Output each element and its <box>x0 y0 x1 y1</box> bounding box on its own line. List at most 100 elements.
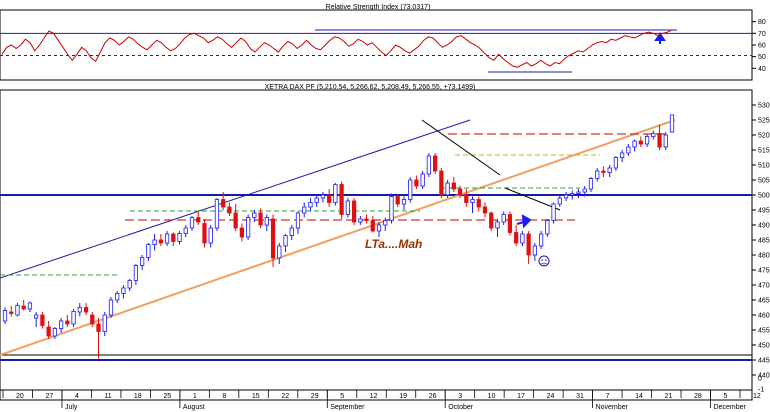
x-tick-label: 10 <box>488 393 496 400</box>
price-tick-label: 4700 <box>758 283 770 290</box>
candle-body <box>146 244 151 258</box>
candle-body <box>570 193 575 196</box>
candle-body <box>177 232 182 242</box>
candle-body <box>408 179 413 200</box>
candle-body <box>252 212 257 218</box>
candle-body <box>470 199 475 203</box>
candle-body <box>520 233 525 244</box>
candle-body <box>152 239 157 245</box>
candle-body <box>2 310 8 322</box>
x-tick-label: 24 <box>547 393 555 400</box>
rsi-tick-label: 50 <box>758 54 766 61</box>
price-tick-label: 5000 <box>758 193 770 200</box>
candle-body <box>476 199 481 208</box>
candle-body <box>96 323 101 332</box>
candle-body <box>401 199 407 205</box>
price-tick-label: 4950 <box>758 208 770 215</box>
candle-body <box>613 157 619 169</box>
candle-body <box>90 314 95 325</box>
candle-body <box>189 217 195 229</box>
candle-body <box>464 194 469 203</box>
author-annotation: LTa....Mah <box>365 237 422 251</box>
candle-body <box>221 199 226 208</box>
candle-body <box>227 206 232 214</box>
candle-body <box>133 265 139 281</box>
candle-body <box>657 133 662 148</box>
candle-body <box>171 233 176 242</box>
candle-body <box>127 280 132 289</box>
rsi-tick-label: 70 <box>758 31 766 38</box>
short-down-trend-2 <box>504 187 561 211</box>
x-tick-label: 8 <box>222 393 226 400</box>
price-tick-label: 4800 <box>758 253 770 260</box>
candle-body <box>121 287 126 294</box>
lower-tick-label: 0 <box>758 376 762 383</box>
x-tick-label: 15 <box>252 393 260 400</box>
month-label: September <box>330 404 365 411</box>
candle-body <box>264 217 269 226</box>
candle-body <box>451 182 456 190</box>
candle-body <box>482 206 488 214</box>
candle-body <box>233 212 238 229</box>
x-tick-label: 7 <box>606 393 610 400</box>
month-label: December <box>714 404 747 411</box>
long-trendline <box>0 119 676 356</box>
x-tick-label: 3 <box>458 393 462 400</box>
x-tick-label: 11 <box>104 393 111 400</box>
candle-body <box>40 314 45 326</box>
lower-tick-label: -1 <box>758 387 764 394</box>
candle-body <box>46 326 51 337</box>
candle-body <box>526 233 531 256</box>
candle-body <box>27 302 33 310</box>
candle-body <box>389 196 394 221</box>
candle-body <box>283 235 288 247</box>
price-title: XETRA DAX PF (5,210.54, 5,266.62, 5,208.… <box>265 84 476 91</box>
price-tick-label: 4500 <box>758 343 770 350</box>
candle-body <box>77 307 82 313</box>
candle-body <box>158 239 163 244</box>
candle-body <box>314 197 319 203</box>
candle-body <box>9 311 14 314</box>
candle-body <box>214 199 220 229</box>
month-label: August <box>183 404 205 411</box>
candle-body <box>183 227 188 234</box>
month-label: July <box>65 404 78 411</box>
price-tick-label: 5200 <box>758 133 770 140</box>
candle-body <box>239 227 244 238</box>
candle-body <box>302 206 307 214</box>
candle-body <box>632 140 637 148</box>
price-tick-label: 4900 <box>758 223 770 230</box>
price-tick-label: 4850 <box>758 238 770 245</box>
candle-body <box>308 202 313 208</box>
candle-body <box>376 224 382 232</box>
month-label: October <box>448 404 474 411</box>
rsi-tick-label: 60 <box>758 43 766 50</box>
rsi-line <box>1 29 673 68</box>
candle-body <box>21 305 26 310</box>
candle-body <box>588 178 594 190</box>
rsi-panel-frame <box>0 9 753 81</box>
candle-body <box>245 217 251 238</box>
candle-body <box>65 320 70 325</box>
candle-body <box>345 200 350 215</box>
candle-body <box>651 133 656 137</box>
price-tick-label: 5150 <box>758 148 770 155</box>
candle-body <box>351 200 357 223</box>
candle-body <box>115 292 120 301</box>
candle-body <box>370 220 375 232</box>
candle-body <box>208 227 213 244</box>
candle-body <box>295 212 301 229</box>
candle-body <box>439 170 444 196</box>
x-tick-label: 27 <box>45 393 53 400</box>
x-tick-label: 5 <box>340 393 344 400</box>
candle-body <box>582 188 587 193</box>
candle-body <box>420 173 425 187</box>
candle-body <box>339 184 344 215</box>
price-tick-label: 4400 <box>758 373 770 380</box>
candle-body <box>514 232 519 244</box>
candle-body <box>601 170 606 173</box>
candle-body <box>102 314 107 332</box>
x-tick-label: 17 <box>517 393 525 400</box>
